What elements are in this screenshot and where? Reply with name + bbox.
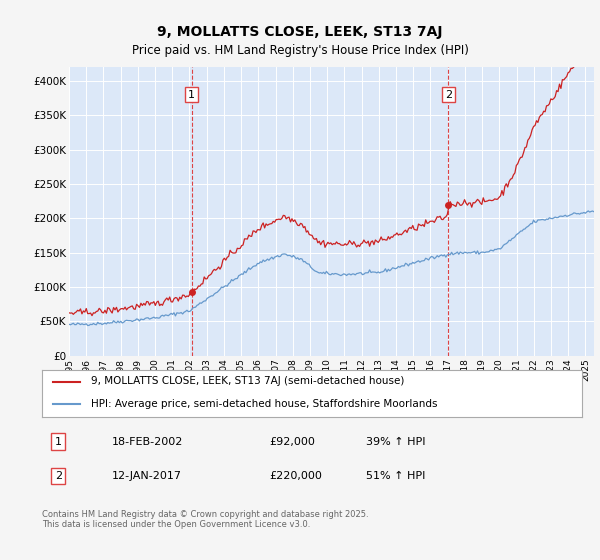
Text: 9, MOLLATTS CLOSE, LEEK, ST13 7AJ: 9, MOLLATTS CLOSE, LEEK, ST13 7AJ — [157, 25, 443, 39]
Text: 1: 1 — [188, 90, 195, 100]
Text: Price paid vs. HM Land Registry's House Price Index (HPI): Price paid vs. HM Land Registry's House … — [131, 44, 469, 57]
Text: 2: 2 — [445, 90, 452, 100]
Text: £220,000: £220,000 — [269, 471, 322, 481]
Text: 9, MOLLATTS CLOSE, LEEK, ST13 7AJ (semi-detached house): 9, MOLLATTS CLOSE, LEEK, ST13 7AJ (semi-… — [91, 376, 404, 386]
Text: 51% ↑ HPI: 51% ↑ HPI — [366, 471, 425, 481]
Text: 12-JAN-2017: 12-JAN-2017 — [112, 471, 182, 481]
Text: Contains HM Land Registry data © Crown copyright and database right 2025.
This d: Contains HM Land Registry data © Crown c… — [42, 510, 368, 529]
Text: £92,000: £92,000 — [269, 437, 314, 447]
Text: HPI: Average price, semi-detached house, Staffordshire Moorlands: HPI: Average price, semi-detached house,… — [91, 399, 437, 409]
Text: 39% ↑ HPI: 39% ↑ HPI — [366, 437, 425, 447]
Text: 2: 2 — [55, 471, 62, 481]
Text: 18-FEB-2002: 18-FEB-2002 — [112, 437, 184, 447]
Text: 1: 1 — [55, 437, 62, 447]
